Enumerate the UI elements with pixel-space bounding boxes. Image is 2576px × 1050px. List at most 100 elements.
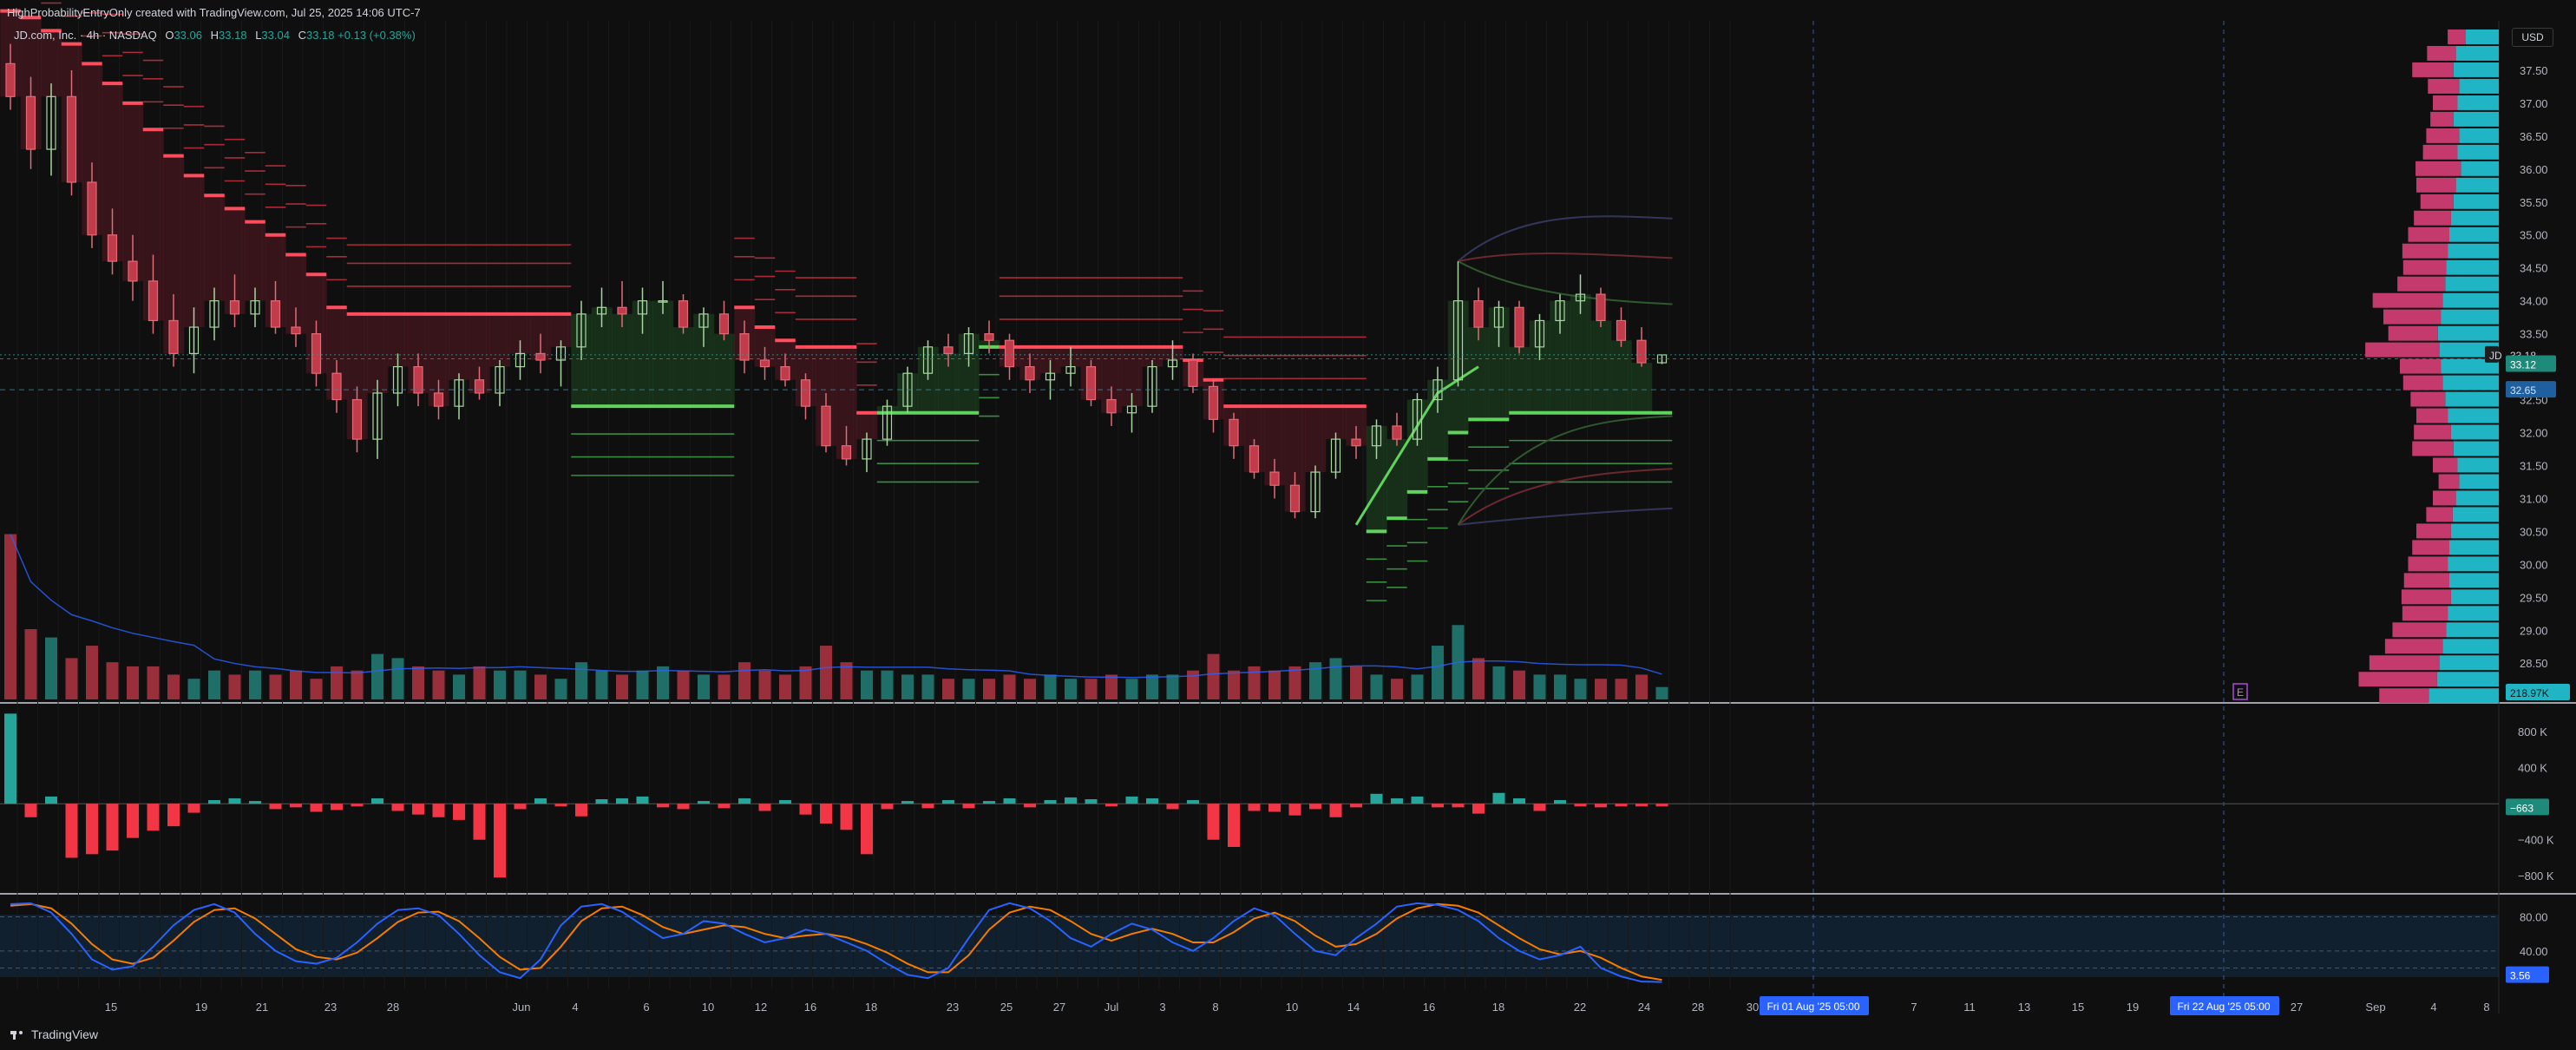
price-tick: 37.00	[2520, 97, 2548, 110]
bear-cloud	[204, 195, 226, 301]
candle	[1596, 293, 1606, 322]
time-tick: 13	[2018, 1001, 2030, 1014]
stoch-d-line	[10, 902, 1662, 981]
candle	[943, 346, 954, 355]
tradingview-logo-icon	[10, 1029, 26, 1040]
candle	[1351, 438, 1361, 447]
bull-trailing-stop	[571, 373, 1673, 561]
profile-bar-up	[2455, 490, 2499, 506]
profile-bar-up	[2457, 144, 2499, 160]
volume-bar	[106, 662, 119, 699]
candle	[658, 300, 668, 303]
profile-bar-up	[2449, 540, 2499, 555]
candle	[229, 300, 240, 315]
symbol-name[interactable]: JD.com, Inc. · 4h · NASDAQ	[14, 29, 157, 42]
stoch-last-badge: 3.56	[2510, 970, 2531, 982]
delta-last-badge-bg	[2506, 798, 2549, 816]
profile-bar-up	[2455, 177, 2499, 193]
volume-bar	[758, 670, 771, 699]
candle	[372, 392, 383, 440]
candle	[495, 365, 505, 394]
delta-bar	[167, 804, 180, 827]
delta-bar	[1635, 804, 1648, 807]
profile-bar-down	[2410, 391, 2446, 407]
candle	[922, 346, 934, 374]
profile-bar-up	[2446, 622, 2499, 638]
tradingview-branding[interactable]: TradingView	[10, 1027, 98, 1041]
volume-bar	[412, 666, 424, 699]
profile-bar-up	[2445, 276, 2499, 292]
time-badge: Fri 01 Aug '25 05:00	[1766, 1001, 1859, 1013]
profile-bar-up	[2459, 78, 2499, 94]
volume-profile	[2358, 29, 2499, 704]
delta-bar	[575, 804, 587, 817]
low-value: 33.04	[261, 29, 290, 42]
profile-bar-down	[2372, 292, 2443, 308]
profile-bar-up	[2441, 309, 2499, 325]
candle	[1636, 339, 1647, 364]
time-tick: 28	[1692, 1001, 1704, 1014]
volume-bar	[127, 666, 139, 699]
delta-bar	[1125, 796, 1138, 804]
volume-bar	[1309, 662, 1321, 699]
axes: 37.50 37.00 36.50 36.00 35.50 35.00 34.50 34.00…	[105, 64, 2570, 1015]
candle	[270, 300, 281, 328]
candle	[555, 346, 567, 361]
delta-bar	[942, 800, 954, 804]
profile-bar-up	[2450, 424, 2499, 440]
volume-bar	[453, 674, 465, 699]
stochastic-lines	[0, 902, 2499, 983]
profile-bar-up	[2453, 62, 2499, 77]
delta-bar	[840, 804, 853, 830]
candle	[596, 306, 607, 315]
volume-bar	[1574, 679, 1587, 699]
profile-bar-down	[2420, 194, 2454, 209]
delta-bar	[1350, 804, 1362, 808]
candle	[841, 445, 852, 460]
candle	[46, 95, 56, 150]
volume-bar	[391, 658, 404, 699]
profile-bar-down	[2427, 45, 2456, 61]
volume-bar	[351, 670, 364, 699]
delta-bar	[147, 804, 160, 831]
volume-bar	[901, 674, 914, 699]
delta-bar	[473, 804, 486, 840]
delta-bar	[534, 797, 547, 804]
volume-bar	[921, 674, 934, 699]
profile-bar-down	[2400, 358, 2442, 374]
volume-bar	[1268, 670, 1281, 699]
price-tick: 31.00	[2520, 492, 2548, 505]
profile-bar-down	[2397, 276, 2446, 292]
volume-bar	[1329, 658, 1342, 699]
delta-bars	[0, 713, 2499, 878]
candle	[576, 313, 587, 348]
stoch-k-line	[10, 902, 1662, 983]
volume-bar	[1146, 674, 1158, 699]
price-tick: 30.50	[2520, 525, 2548, 538]
delta-bar	[1166, 804, 1179, 810]
delta-bar	[595, 799, 608, 804]
candle	[250, 300, 260, 315]
delta-bar	[391, 804, 404, 811]
volume-bar	[187, 679, 200, 699]
candle	[535, 352, 546, 361]
price-tick: 36.00	[2520, 163, 2548, 176]
candle	[433, 392, 444, 407]
profile-bar-down	[2433, 95, 2458, 110]
candle	[1575, 293, 1586, 302]
delta-bar	[1513, 797, 1525, 804]
currency-button[interactable]: USD	[2512, 28, 2553, 47]
profile-bar-up	[2459, 474, 2499, 489]
candle	[1289, 484, 1301, 513]
candle	[209, 300, 220, 328]
candle	[392, 365, 403, 394]
delta-bar	[1228, 804, 1240, 848]
candle	[1412, 398, 1423, 440]
symbol-info-bar[interactable]: JD.com, Inc. · 4h · NASDAQ O33.06 H33.18…	[14, 29, 416, 42]
delta-bar	[453, 804, 465, 820]
delta-bar	[616, 797, 628, 804]
bull-cloud	[1386, 439, 1408, 519]
candle	[1188, 359, 1198, 387]
